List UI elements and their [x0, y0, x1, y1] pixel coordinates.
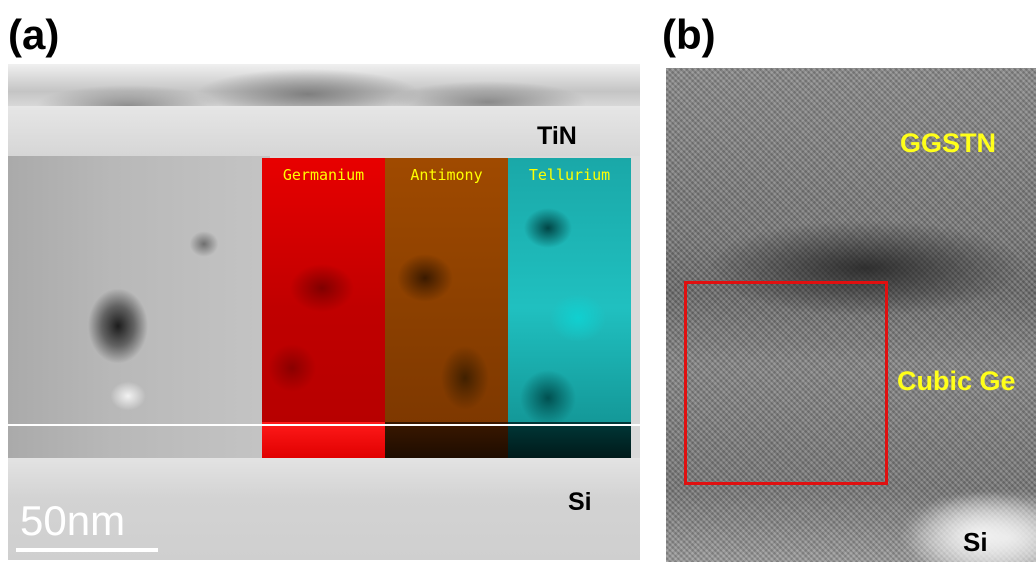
- capping-layer-region: [8, 64, 640, 114]
- germanium-map-bottom: [262, 422, 385, 458]
- si-substrate-region: [8, 458, 640, 560]
- tellurium-map-bottom: [508, 422, 631, 458]
- germanium-map: Germanium: [262, 158, 385, 458]
- antimony-map-label: Antimony: [410, 166, 483, 184]
- panel-b-label: (b): [662, 11, 716, 58]
- si-layer-label: Si: [568, 488, 592, 516]
- tin-layer-region: [8, 106, 640, 156]
- panel-a-label: (a): [8, 11, 60, 58]
- si-bright-region: [900, 486, 1036, 562]
- antimony-map: Antimony: [385, 158, 508, 458]
- ggstn-layer-label: GGSTN: [900, 128, 997, 158]
- cubic-ge-layer-label: Cubic Ge: [897, 366, 1016, 396]
- scale-bar: [16, 548, 158, 552]
- ggst-layer-region: [8, 156, 270, 458]
- scale-bar-label: 50nm: [20, 497, 126, 544]
- tin-layer-label: TiN: [537, 122, 577, 150]
- cubic-ge-highlight-box: [684, 281, 888, 485]
- germanium-map-label: Germanium: [282, 166, 365, 184]
- panel-b-hrtem-image: [666, 68, 1036, 562]
- panel-b-si-label: Si: [963, 527, 988, 557]
- tellurium-map-label: Tellurium: [528, 166, 611, 184]
- antimony-map-bottom: [385, 422, 508, 458]
- interface-line-overlay: [8, 424, 640, 426]
- tellurium-map: Tellurium: [508, 158, 631, 458]
